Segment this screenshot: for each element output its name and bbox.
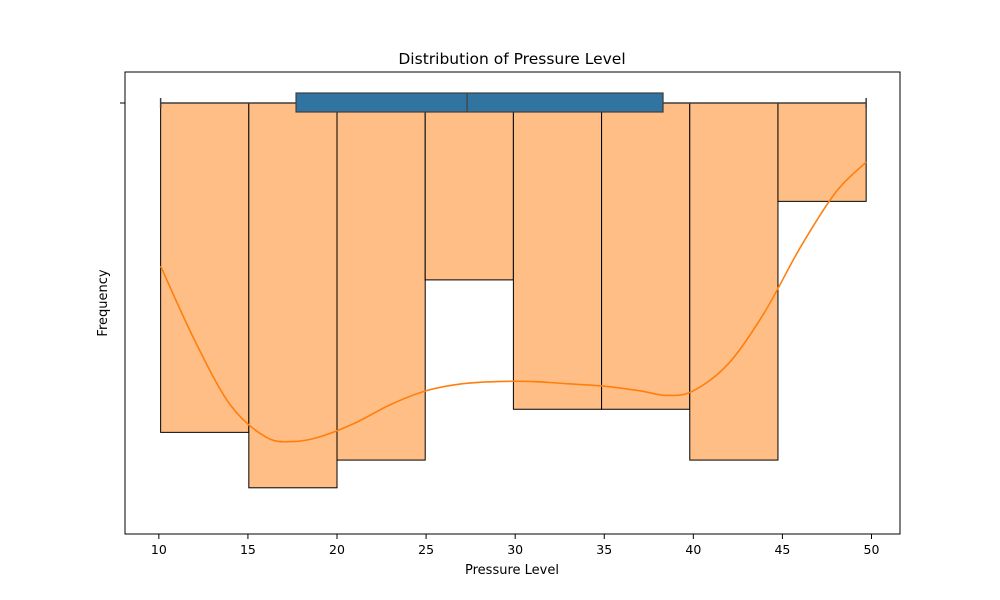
x-tick-label: 35 [596,542,612,557]
histogram-bar [160,102,250,433]
x-axis-label: Pressure Level [465,563,559,578]
histogram-bar [424,102,514,281]
histogram-bars [160,102,867,489]
x-tick-label: 40 [685,542,701,557]
histogram-bar [689,102,779,461]
histogram-bar [777,102,867,202]
x-tick-label: 20 [329,542,345,557]
x-tick-label: 30 [507,542,523,557]
histogram-bar [601,102,691,410]
histogram-bar [512,102,603,410]
histogram-bar [336,102,426,461]
boxplot-box [295,92,664,113]
plot-area-frame [124,71,901,535]
x-axis-ticks: 10 15 20 25 30 35 40 45 50 [151,534,880,557]
x-tick-label: 45 [774,542,790,557]
x-tick-label: 25 [418,542,434,557]
y-axis-label: Frequency [96,269,111,336]
histogram-bar [248,102,338,489]
x-tick-label: 15 [240,542,256,557]
x-tick-label: 10 [151,542,167,557]
boxplot [159,92,867,113]
chart-title: Distribution of Pressure Level [398,50,625,68]
kde-curve [159,161,867,443]
x-tick-label: 50 [864,542,880,557]
